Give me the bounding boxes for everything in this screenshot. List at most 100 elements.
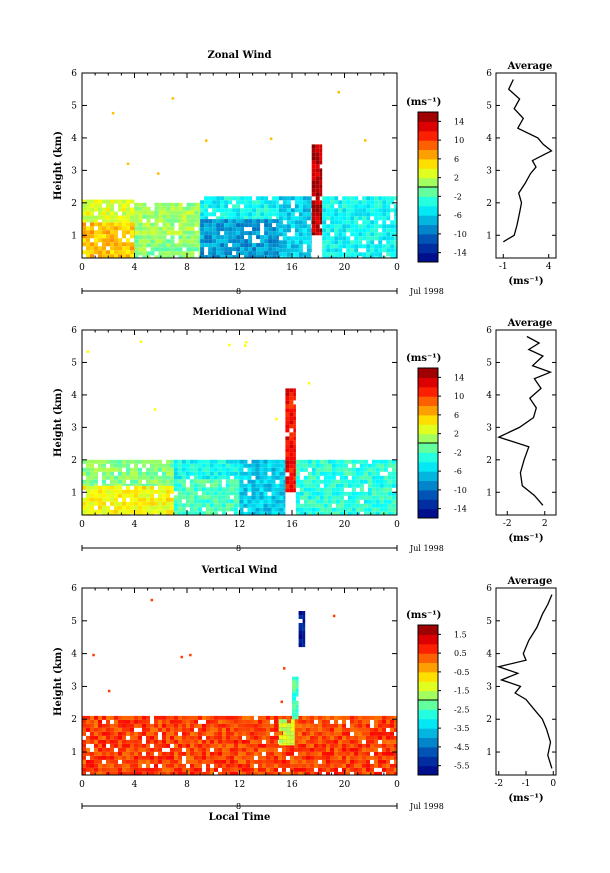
- heatmap-cell: [102, 467, 106, 472]
- heatmap-cell: [162, 723, 166, 728]
- heatmap-cell: [285, 484, 290, 489]
- colorbar-tick-label: -3.5: [454, 724, 469, 733]
- heatmap-cell: [206, 715, 210, 720]
- heatmap-cell: [319, 184, 323, 189]
- heatmap-cell: [204, 212, 209, 217]
- heatmap-cell: [264, 235, 269, 240]
- heatmap-cell: [126, 162, 130, 165]
- heatmap-cell: [173, 511, 178, 515]
- heatmap-cell: [154, 202, 159, 207]
- heatmap-cell: [224, 196, 229, 201]
- heatmap-cell: [264, 219, 269, 224]
- heatmap-cell: [154, 222, 159, 227]
- heatmap-cell: [98, 763, 102, 768]
- heatmap-cell: [323, 467, 328, 472]
- heatmap-cell: [311, 144, 316, 149]
- heatmap-cell: [367, 483, 372, 488]
- heatmap-cell: [237, 499, 240, 504]
- heatmap-cell: [118, 459, 122, 464]
- heatmap-cell: [298, 771, 302, 775]
- heatmap-cell: [240, 247, 245, 252]
- heatmap-cell: [150, 513, 154, 515]
- heatmap-cell: [194, 755, 198, 760]
- heatmap-cell: [94, 250, 98, 255]
- heatmap-cell: [177, 495, 182, 500]
- heatmap-cell: [262, 727, 266, 732]
- heatmap-cell: [122, 509, 126, 514]
- heatmap-cell: [262, 743, 266, 748]
- heatmap-cell: [225, 479, 230, 484]
- heatmap-cell: [237, 467, 240, 472]
- heatmap-cell: [146, 234, 151, 236]
- heatmap-cell: [289, 424, 294, 429]
- heatmap-cell: [193, 459, 198, 464]
- heatmap-cell: [142, 731, 146, 736]
- heatmap-cell: [134, 715, 138, 720]
- heatmap-cell: [181, 467, 186, 472]
- heatmap-cell: [90, 501, 94, 506]
- heatmap-cell: [126, 211, 130, 216]
- heatmap-cell: [258, 747, 262, 752]
- heatmap-cell: [331, 507, 336, 512]
- heatmap-cell: [170, 218, 175, 223]
- heatmap-cell: [90, 497, 94, 502]
- heatmap-cell: [330, 204, 335, 209]
- heatmap-cell: [236, 200, 241, 205]
- heatmap-cell: [138, 467, 142, 472]
- heatmap-cell: [382, 759, 386, 764]
- heatmap-cell: [264, 200, 269, 205]
- heatmap-cell: [362, 196, 367, 201]
- heatmap-cell: [194, 763, 198, 768]
- heatmap-cell: [232, 212, 237, 217]
- heatmap-cell: [375, 487, 380, 492]
- heatmap-cell: [174, 723, 178, 728]
- heatmap-cell: [359, 475, 364, 480]
- heatmap-cell: [138, 206, 143, 211]
- heatmap-cell: [322, 727, 326, 732]
- heatmap-cell: [334, 747, 338, 752]
- heatmap-cell: [226, 771, 230, 775]
- heatmap-cell: [334, 208, 339, 213]
- heatmap-cell: [290, 723, 295, 728]
- heatmap-cell: [293, 404, 296, 409]
- heatmap-cell: [122, 203, 126, 208]
- heatmap-cell: [262, 763, 266, 768]
- colorbar-band: [418, 368, 438, 378]
- heatmap-cell: [189, 467, 194, 472]
- heatmap-cell: [150, 467, 154, 472]
- heatmap-cell: [186, 747, 190, 752]
- heatmap-cell: [106, 475, 110, 480]
- heatmap-cell: [142, 206, 147, 211]
- heatmap-cell: [162, 731, 166, 736]
- heatmap-cell: [90, 203, 94, 208]
- heatmap-cell: [217, 495, 222, 500]
- heatmap-cell: [232, 223, 237, 228]
- heatmap-cell: [106, 226, 110, 231]
- heatmap-cell: [278, 739, 283, 744]
- heatmap-cell: [314, 743, 318, 748]
- x-tick-label: 0: [394, 780, 400, 790]
- heatmap-cell: [200, 231, 205, 236]
- heatmap-cell: [302, 623, 306, 627]
- colorbar-tick-label: -14: [454, 505, 467, 514]
- heatmap-cell: [212, 239, 217, 244]
- heatmap-cell: [338, 743, 342, 748]
- heatmap-cell: [264, 247, 269, 252]
- heatmap-cell: [270, 743, 274, 748]
- heatmap-cell: [200, 247, 205, 252]
- heatmap-cell: [218, 751, 222, 756]
- heatmap-cell: [174, 747, 178, 752]
- heatmap-cell: [214, 723, 218, 728]
- heatmap-cell: [82, 238, 86, 243]
- heatmap-cell: [346, 763, 350, 768]
- heatmap-cell: [375, 503, 380, 508]
- heatmap-cell: [347, 459, 352, 464]
- heatmap-cell: [158, 497, 162, 502]
- heatmap-cell: [342, 763, 346, 768]
- colorbar-tick-label: -2.5: [454, 705, 469, 714]
- heatmap-cell: [270, 755, 274, 760]
- heatmap-cell: [252, 227, 257, 232]
- heatmap-cell: [311, 503, 316, 508]
- heatmap-cell: [217, 459, 222, 464]
- average-y-tick-label: 6: [486, 326, 492, 336]
